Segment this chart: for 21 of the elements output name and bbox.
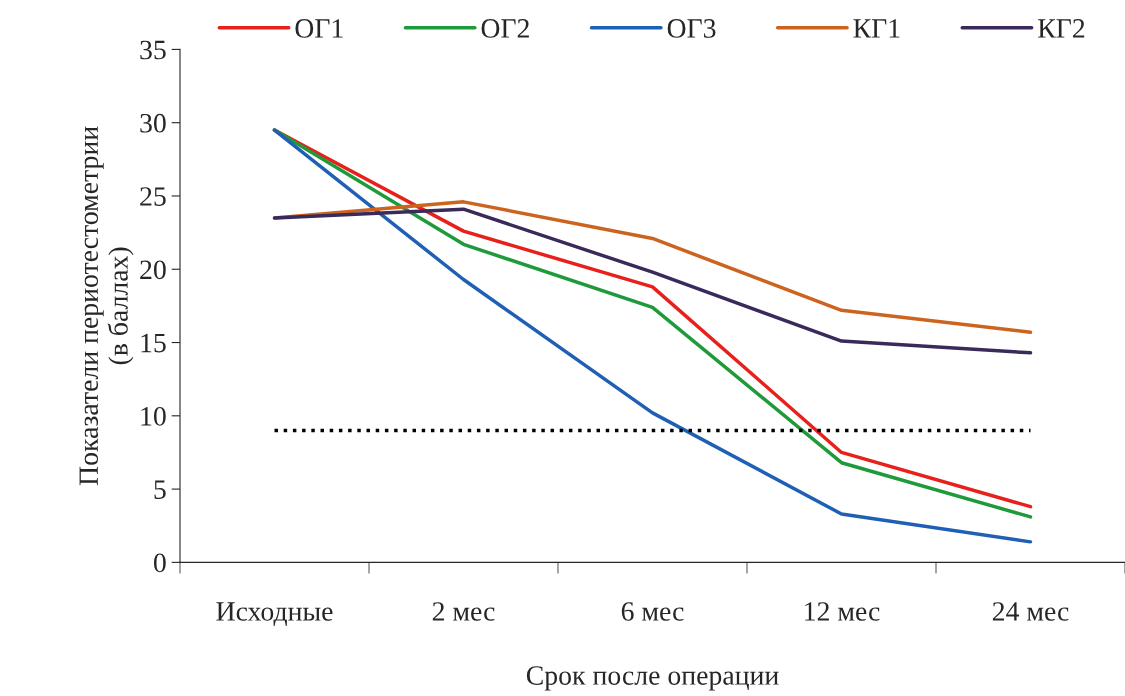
legend-label: КГ1: [853, 19, 900, 38]
x-tick-label: 12 мес: [805, 602, 880, 621]
y-tick-label: 20: [140, 260, 166, 280]
legend-label: ОГ2: [481, 19, 529, 38]
y-tick-label: 15: [141, 333, 166, 353]
legend-label: ОГ3: [667, 19, 716, 38]
y-axis-title: Показатели периотестометрии (в баллах): [79, 126, 134, 486]
x-tick-label: 6 мес: [621, 602, 684, 621]
x-tick-label: 24 мес: [992, 602, 1069, 621]
x-tick-label: 2 мес: [432, 602, 495, 621]
legend-label: ОГ1: [295, 19, 343, 38]
y-tick-label: 25: [140, 187, 166, 206]
y-tick-label: 0: [153, 553, 166, 573]
x-tick-label: Исходные: [216, 602, 333, 626]
y-tick-label: 30: [140, 113, 166, 133]
y-tick-label: 35: [140, 40, 166, 60]
y-tick-label: 10: [141, 406, 166, 426]
x-axis-title: Срок после операции: [526, 666, 779, 691]
legend-label: КГ2: [1038, 19, 1085, 38]
line-series: [272, 207, 1033, 355]
y-tick-label: 5: [154, 480, 166, 499]
